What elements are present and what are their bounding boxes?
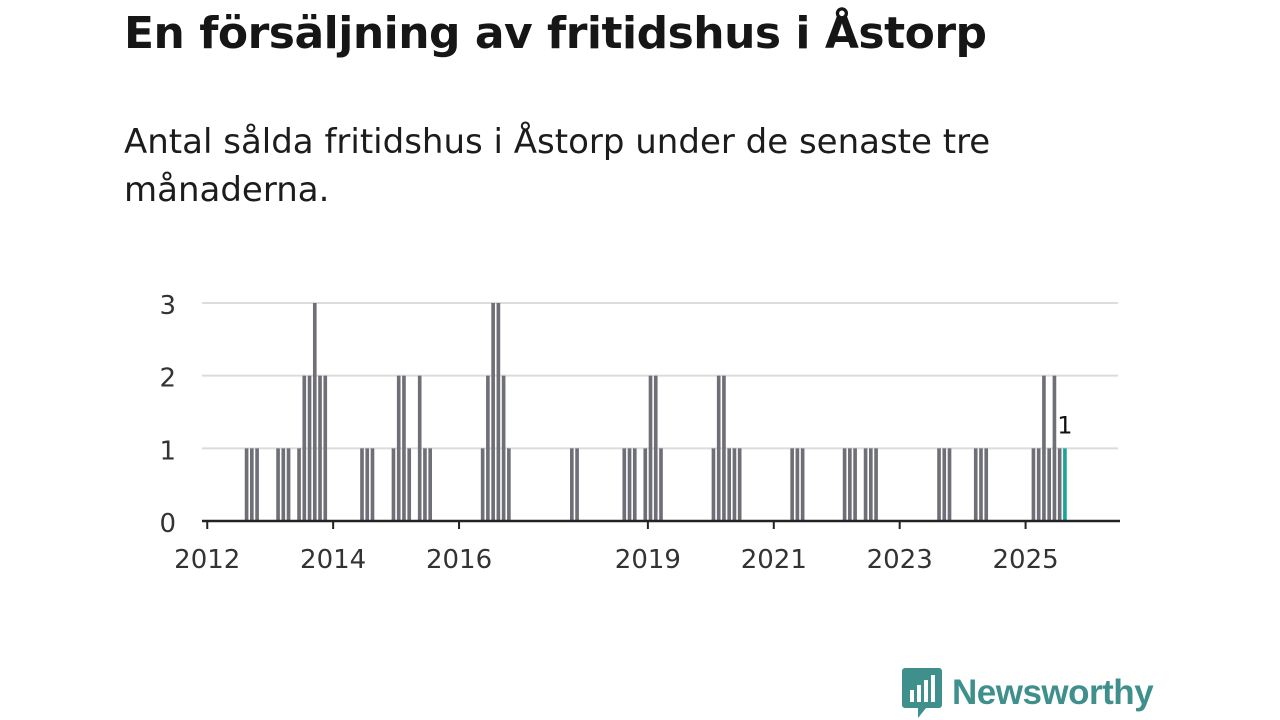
bar bbox=[737, 448, 742, 521]
x-tick-label: 2021 bbox=[741, 545, 807, 575]
bar bbox=[318, 375, 322, 521]
bar bbox=[1047, 448, 1052, 521]
bar bbox=[984, 448, 989, 521]
bar bbox=[302, 375, 307, 521]
y-tick-label: 3 bbox=[159, 291, 176, 321]
y-tick-label: 0 bbox=[159, 509, 176, 539]
bar-chart-speech-bubble-icon bbox=[902, 668, 942, 718]
bar bbox=[727, 448, 732, 521]
bar bbox=[942, 448, 947, 521]
data-label: 1 bbox=[1057, 411, 1072, 439]
bar bbox=[370, 448, 375, 521]
bar bbox=[973, 448, 978, 521]
bar bbox=[281, 448, 286, 521]
bar bbox=[848, 448, 852, 521]
bar bbox=[407, 448, 412, 521]
bar bbox=[627, 448, 632, 521]
bar bbox=[716, 375, 721, 521]
x-tick-label: 2016 bbox=[426, 545, 492, 575]
bar bbox=[276, 448, 280, 521]
chart-subtitle: Antal sålda fritidshus i Åstorp under de… bbox=[124, 122, 991, 210]
bar bbox=[507, 448, 511, 521]
bar bbox=[869, 448, 873, 521]
bars: 1 bbox=[244, 303, 1073, 521]
bar bbox=[795, 448, 800, 521]
bar bbox=[648, 375, 653, 521]
bar bbox=[874, 448, 878, 521]
bar bbox=[570, 448, 574, 521]
bar bbox=[391, 448, 396, 521]
bar bbox=[250, 448, 254, 521]
bar bbox=[732, 448, 737, 521]
bar bbox=[711, 448, 716, 521]
bar bbox=[722, 375, 726, 521]
bar bbox=[659, 448, 663, 521]
axes: 0 1 2 3 2012 2014 2016 2019 2021 2023 2025 bbox=[159, 291, 1120, 575]
bar bbox=[255, 448, 259, 521]
grid-lines bbox=[202, 302, 1118, 450]
bar bbox=[417, 375, 422, 521]
bar bbox=[297, 448, 301, 521]
bar bbox=[575, 448, 579, 521]
bar bbox=[842, 448, 847, 521]
bar bbox=[1042, 375, 1046, 521]
bar bbox=[312, 303, 317, 521]
bar bbox=[428, 448, 433, 521]
y-tick-label: 2 bbox=[159, 364, 176, 394]
bar bbox=[1036, 448, 1041, 521]
bar bbox=[501, 375, 506, 521]
bar bbox=[622, 448, 627, 521]
x-tick-label: 2012 bbox=[174, 545, 240, 575]
bar bbox=[863, 448, 868, 521]
bar bbox=[323, 375, 328, 521]
x-tick-label: 2025 bbox=[992, 545, 1058, 575]
bar bbox=[486, 375, 490, 521]
x-tick-label: 2014 bbox=[300, 545, 366, 575]
bar bbox=[365, 448, 370, 521]
data-label-background bbox=[1056, 410, 1073, 439]
bar bbox=[402, 375, 406, 521]
x-tick-label: 2023 bbox=[867, 545, 933, 575]
bar bbox=[360, 448, 364, 521]
bar bbox=[853, 448, 857, 521]
x-tick-label: 2019 bbox=[615, 545, 681, 575]
bar bbox=[286, 448, 291, 521]
bar bbox=[480, 448, 485, 521]
bar bbox=[1057, 448, 1062, 521]
bar bbox=[423, 448, 427, 521]
bar bbox=[937, 448, 941, 521]
bar-chart: 1 0 1 2 3 2012 2014 2016 2019 2021 2023 2025 bbox=[159, 291, 1120, 575]
bar bbox=[643, 448, 648, 521]
bar bbox=[491, 303, 495, 521]
bar bbox=[653, 375, 658, 521]
brand-name: Newsworthy bbox=[952, 673, 1154, 712]
chart-title: En försäljning av fritidshus i Åstorp bbox=[124, 8, 987, 59]
bar bbox=[632, 448, 637, 521]
bar bbox=[790, 448, 794, 521]
newsworthy-logo: Newsworthy bbox=[902, 668, 1154, 718]
bar bbox=[979, 448, 983, 521]
highlighted-bar bbox=[1063, 448, 1067, 521]
bar bbox=[800, 448, 805, 521]
y-tick-label: 1 bbox=[159, 436, 176, 466]
bar bbox=[947, 448, 952, 521]
bar bbox=[496, 303, 501, 521]
bar bbox=[1052, 375, 1057, 521]
bar bbox=[307, 375, 312, 521]
bar bbox=[1031, 448, 1036, 521]
bar bbox=[396, 375, 401, 521]
bar bbox=[244, 448, 249, 521]
